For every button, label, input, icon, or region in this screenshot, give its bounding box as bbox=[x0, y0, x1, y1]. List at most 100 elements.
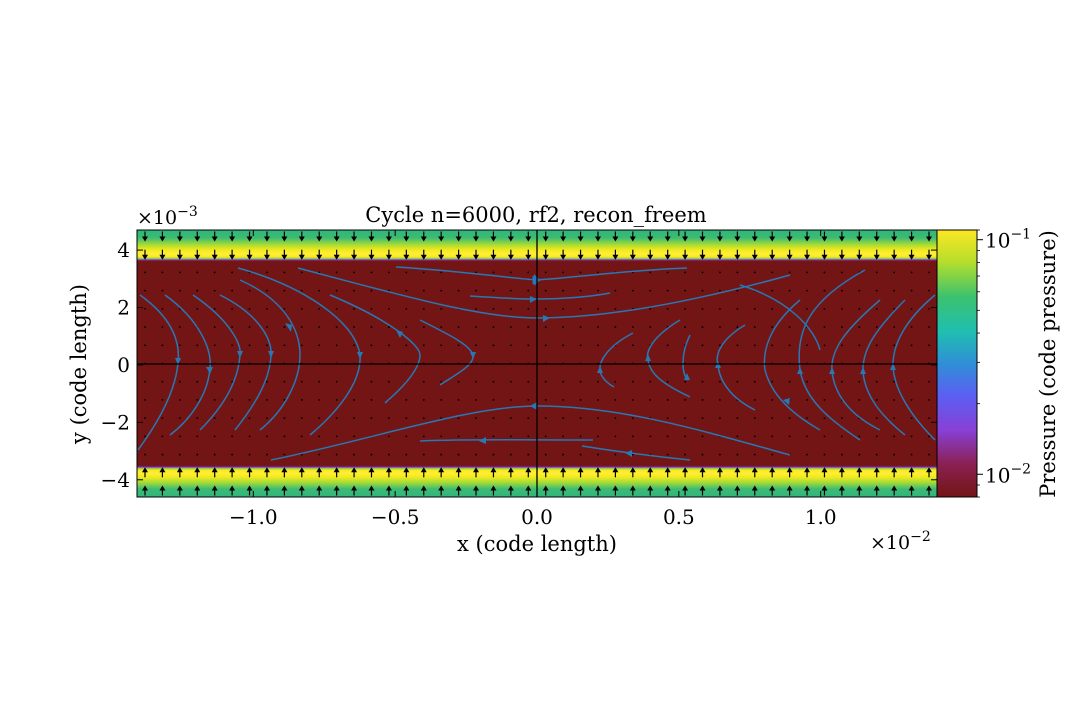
velocity-dot bbox=[388, 380, 390, 383]
velocity-arrowhead bbox=[682, 254, 689, 260]
velocity-dot bbox=[178, 435, 181, 438]
velocity-dot bbox=[701, 326, 704, 328]
velocity-arrowhead bbox=[142, 485, 148, 491]
velocity-dot bbox=[840, 380, 843, 383]
streamline-arrowhead bbox=[530, 296, 537, 303]
velocity-dot bbox=[858, 435, 861, 438]
velocity-dot bbox=[858, 289, 861, 292]
velocity-arrowhead bbox=[525, 485, 532, 491]
velocity-arrowhead bbox=[926, 254, 932, 260]
velocity-dot bbox=[684, 326, 686, 328]
velocity-dot bbox=[597, 289, 599, 292]
velocity-dot bbox=[858, 380, 861, 383]
velocity-dot bbox=[736, 435, 739, 438]
velocity-arrowhead bbox=[281, 467, 288, 473]
velocity-arrowhead bbox=[385, 467, 392, 473]
velocity-dot bbox=[440, 289, 443, 292]
velocity-arrowhead bbox=[368, 236, 375, 242]
velocity-dot bbox=[840, 453, 843, 456]
velocity-arrowhead bbox=[560, 485, 567, 491]
velocity-arrowhead bbox=[281, 485, 288, 491]
velocity-dot bbox=[300, 289, 303, 292]
velocity-arrowhead bbox=[769, 254, 776, 260]
velocity-dot bbox=[875, 417, 878, 420]
velocity-dot bbox=[527, 344, 530, 347]
velocity-dot bbox=[562, 435, 565, 438]
velocity-dot bbox=[840, 435, 843, 438]
velocity-dot bbox=[788, 380, 791, 383]
velocity-arrowhead bbox=[159, 467, 166, 473]
velocity-dot bbox=[283, 344, 286, 347]
velocity-arrowhead bbox=[838, 467, 845, 473]
velocity-dot bbox=[388, 417, 390, 420]
velocity-arrowhead bbox=[316, 236, 323, 242]
velocity-dot bbox=[318, 453, 321, 456]
velocity-dot bbox=[370, 326, 373, 328]
velocity-dot bbox=[144, 326, 146, 328]
velocity-dot bbox=[684, 307, 686, 310]
streamline-arrowhead bbox=[285, 323, 292, 332]
velocity-arrowhead bbox=[229, 467, 236, 473]
velocity-dot bbox=[544, 380, 547, 383]
velocity-arrowhead bbox=[211, 236, 218, 242]
velocity-dot bbox=[231, 326, 234, 328]
x-axis-label: x (code length) bbox=[457, 532, 617, 556]
y-axis-label: y (code length) bbox=[67, 284, 91, 445]
velocity-dot bbox=[422, 326, 425, 328]
velocity-dot bbox=[544, 453, 547, 456]
velocity-arrowhead bbox=[455, 254, 462, 260]
x-tick-label: 1.0 bbox=[805, 505, 837, 529]
velocity-dot bbox=[353, 417, 355, 420]
velocity-dot bbox=[457, 435, 460, 438]
velocity-dot bbox=[684, 453, 686, 456]
velocity-dot bbox=[875, 435, 878, 438]
velocity-dot bbox=[910, 289, 913, 292]
velocity-dot bbox=[649, 326, 652, 328]
velocity-arrowhead bbox=[246, 236, 253, 242]
velocity-dot bbox=[178, 271, 181, 274]
velocity-dot bbox=[666, 417, 669, 420]
velocity-dot bbox=[579, 289, 582, 292]
velocity-arrowhead bbox=[246, 485, 253, 491]
velocity-dot bbox=[335, 344, 338, 347]
velocity-dot bbox=[248, 435, 251, 438]
velocity-dot bbox=[213, 417, 216, 420]
velocity-arrowhead bbox=[804, 236, 811, 242]
velocity-dot bbox=[266, 307, 268, 310]
velocity-dot bbox=[806, 271, 808, 274]
velocity-dot bbox=[649, 289, 652, 292]
velocity-dot bbox=[614, 380, 617, 383]
velocity-dot bbox=[283, 307, 286, 310]
velocity-dot bbox=[492, 417, 495, 420]
velocity-dot bbox=[562, 453, 565, 456]
streamline-arrowhead bbox=[797, 367, 803, 374]
velocity-dot bbox=[318, 399, 321, 401]
streamline-arrowhead bbox=[829, 367, 835, 374]
velocity-dot bbox=[928, 326, 930, 328]
velocity-arrowhead bbox=[716, 485, 723, 491]
velocity-arrowhead bbox=[751, 254, 758, 260]
velocity-dot bbox=[388, 435, 390, 438]
velocity-arrowhead bbox=[351, 485, 358, 491]
velocity-dot bbox=[509, 271, 512, 274]
velocity-arrowhead bbox=[351, 467, 358, 473]
velocity-arrowhead bbox=[786, 254, 793, 260]
velocity-dot bbox=[701, 344, 704, 347]
velocity-dot bbox=[928, 417, 930, 420]
streamline-arrowhead bbox=[860, 367, 866, 374]
velocity-dot bbox=[614, 453, 617, 456]
velocity-dot bbox=[544, 326, 547, 328]
velocity-dot bbox=[910, 307, 913, 310]
velocity-dot bbox=[840, 289, 843, 292]
velocity-dot bbox=[266, 435, 268, 438]
velocity-dot bbox=[614, 435, 617, 438]
velocity-dot bbox=[823, 271, 826, 274]
velocity-arrowhead bbox=[438, 236, 445, 242]
velocity-dot bbox=[283, 289, 286, 292]
velocity-arrowhead bbox=[612, 236, 619, 242]
velocity-dot bbox=[928, 289, 930, 292]
velocity-dot bbox=[213, 380, 216, 383]
colorbar-ticks: 10−1 10−2 bbox=[977, 227, 1031, 498]
velocity-arrowhead bbox=[507, 467, 514, 473]
